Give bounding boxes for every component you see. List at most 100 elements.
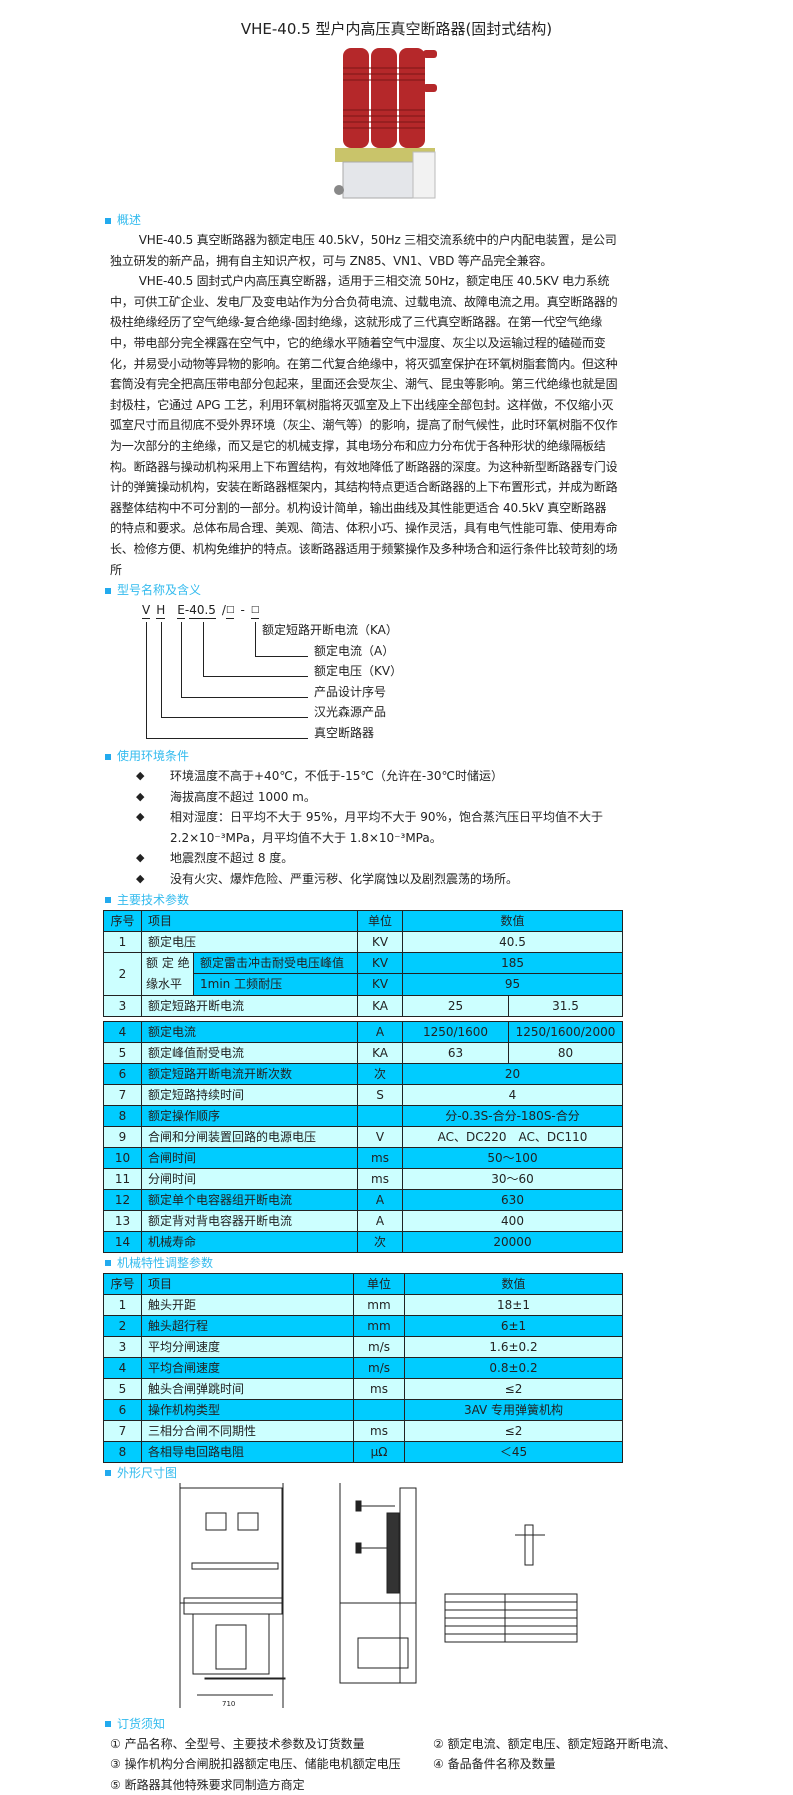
model-code-h: H bbox=[156, 603, 166, 620]
cell-no: 8 bbox=[103, 1440, 142, 1463]
cell-item: 触头合闸弹跳时间 bbox=[141, 1377, 354, 1400]
cell-unit: μΩ bbox=[353, 1440, 405, 1463]
model-code-slash: / bbox=[221, 603, 226, 618]
table-row: 3 平均分闸速度 m/s 1.6±0.2 bbox=[103, 1335, 623, 1358]
model-label-brand: 汉光森源产品 bbox=[314, 705, 387, 720]
table-row: 4 平均合闸速度 m/s 0.8±0.2 bbox=[103, 1356, 623, 1379]
cell-value: AC、DC220 AC、DC110 bbox=[402, 1125, 623, 1148]
cell-item: 机械寿命 bbox=[141, 1230, 358, 1253]
cell-item: 平均分闸速度 bbox=[141, 1335, 354, 1358]
header-unit: 单位 bbox=[357, 909, 404, 932]
connector-line bbox=[255, 656, 308, 658]
table-row: 10 合闸时间 ms 50～100 bbox=[103, 1146, 623, 1169]
cell-unit: A bbox=[357, 1209, 403, 1232]
cell-no: 8 bbox=[103, 1104, 142, 1127]
table-row: 7 三相分合闸不同期性 ms ≤2 bbox=[103, 1419, 623, 1442]
model-code-dash: - bbox=[240, 603, 245, 618]
cell-no: 12 bbox=[103, 1188, 142, 1211]
cell-item: 操作机构类型 bbox=[141, 1398, 354, 1421]
diamond-bullet-icon: ◆ bbox=[136, 789, 145, 803]
cell-item: 合闸时间 bbox=[141, 1146, 358, 1169]
cell-unit bbox=[357, 1104, 403, 1127]
connector-line bbox=[203, 676, 308, 678]
cell-value: 630 bbox=[402, 1188, 623, 1211]
connector-line bbox=[161, 622, 162, 719]
model-code-current: □ bbox=[225, 601, 235, 620]
front-view bbox=[179, 1482, 286, 1708]
dimension-drawing: 710 bbox=[179, 1482, 578, 1708]
table-row: 13 额定背对背电容器开断电流 A 400 bbox=[103, 1209, 623, 1232]
table-row: 1 额定电压 KV 40.5 bbox=[103, 930, 624, 953]
cell-value: 1.6±0.2 bbox=[404, 1335, 623, 1358]
model-label-vacuum: 真空断路器 bbox=[314, 726, 375, 741]
heading-text: 机械特性调整参数 bbox=[117, 1255, 214, 1270]
bullet-square-icon bbox=[105, 217, 111, 224]
cell-value: 6±1 bbox=[404, 1314, 623, 1337]
cell-value: 20000 bbox=[402, 1230, 623, 1253]
bullet-square-icon bbox=[105, 753, 111, 760]
cell-value: 50～100 bbox=[402, 1146, 623, 1169]
terminal-detail bbox=[515, 1524, 545, 1566]
bullet-square-icon bbox=[105, 1721, 111, 1728]
cell-unit: ms bbox=[357, 1167, 403, 1190]
cell-item: 三相分合闸不同期性 bbox=[141, 1419, 354, 1442]
cell-value: 20 bbox=[402, 1062, 623, 1085]
cell-unit: mm bbox=[353, 1293, 405, 1316]
table-row: 1 触头开距 mm 18±1 bbox=[103, 1293, 623, 1316]
environment-item: ◆ 海拔高度不超过 1000 m。 bbox=[136, 787, 620, 808]
table-header-row: 序号 项目 单位 数值 bbox=[103, 909, 624, 932]
insulator-poles bbox=[343, 48, 437, 148]
ordering-item: ③ 操作机构分合闸脱扣器额定电压、储能电机额定电压 bbox=[110, 1757, 401, 1772]
model-label-ka: 额定短路开断电流（KA） bbox=[262, 623, 398, 638]
bullet-square-icon bbox=[105, 1470, 111, 1477]
table-row: 2 触头超行程 mm 6±1 bbox=[103, 1314, 623, 1337]
cell-unit: 次 bbox=[357, 1062, 403, 1085]
table-row: 5 额定峰值耐受电流 KA 63 80 bbox=[103, 1041, 623, 1064]
table-row: 8 额定操作顺序 分-0.3S-合分-180S-合分 bbox=[103, 1104, 623, 1127]
heading-text: 使用环境条件 bbox=[117, 749, 190, 764]
cell-value: 18±1 bbox=[404, 1293, 623, 1316]
cell-unit: ms bbox=[353, 1377, 405, 1400]
connector-line bbox=[181, 697, 308, 699]
cell-value: 400 bbox=[402, 1209, 623, 1232]
table-header-row: 序号 项目 单位 数值 bbox=[103, 1272, 623, 1295]
cell-unit: m/s bbox=[353, 1335, 405, 1358]
model-code-diagram: V H E - 40.5 / □ - □ 额定短路开断电流（KA） 额定电流（A… bbox=[103, 600, 623, 746]
connector-line bbox=[146, 738, 308, 740]
cell-unit: V bbox=[357, 1125, 403, 1148]
model-code-v: V bbox=[142, 603, 151, 620]
cell-no: 13 bbox=[103, 1209, 142, 1232]
cell-unit: A bbox=[357, 1188, 403, 1211]
model-label-kv: 额定电压（KV） bbox=[314, 664, 403, 679]
cell-unit: ms bbox=[353, 1419, 405, 1442]
table-row: 5 触头合闸弹跳时间 ms ≤2 bbox=[103, 1377, 623, 1400]
cell-unit: m/s bbox=[353, 1356, 405, 1379]
section-heading-tech-params: 主要技术参数 bbox=[103, 890, 623, 910]
section-heading-dimensions: 外形尺寸图 bbox=[103, 1463, 623, 1483]
model-label-a: 额定电流（A） bbox=[314, 644, 395, 659]
mech-params-table: 序号 项目 单位 数值 1 触头开距 mm 18±1 2 触头超行程 mm 6±1 3 平均分闸速度 m/… bbox=[103, 1272, 623, 1463]
connector-line bbox=[181, 622, 182, 699]
model-code: V H E - 40.5 / □ - □ bbox=[142, 601, 260, 620]
cell-no: 7 bbox=[103, 1419, 142, 1442]
bullet-square-icon bbox=[105, 587, 111, 594]
table-row: 4 额定电流 A 1250/1600 1250/1600/2000 bbox=[103, 1020, 623, 1043]
cell-no: 7 bbox=[103, 1083, 142, 1106]
spec-table-drawing bbox=[444, 1593, 578, 1643]
environment-item: ◆ 相对湿度：日平均不大于 95%，月平均不大于 90%，饱合蒸汽压日平均值不大于… bbox=[136, 807, 620, 848]
diamond-bullet-icon: ◆ bbox=[136, 810, 145, 824]
cell-item: 触头开距 bbox=[141, 1293, 354, 1316]
section-heading-environment: 使用环境条件 bbox=[103, 746, 623, 766]
table-row: 6 操作机构类型 3AV 专用弹簧机构 bbox=[103, 1398, 623, 1421]
environment-item: ◆ 地震烈度不超过 8 度。 bbox=[136, 848, 620, 869]
cell-value: ＜45 bbox=[404, 1440, 623, 1463]
table-row: 11 分闸时间 ms 30～60 bbox=[103, 1167, 623, 1190]
cell-value: ≤2 bbox=[404, 1377, 623, 1400]
cell-unit: S bbox=[357, 1083, 403, 1106]
connector-line bbox=[146, 622, 147, 740]
cell-item: 额定单个电容器组开断电流 bbox=[141, 1188, 358, 1211]
cell-no: 14 bbox=[103, 1230, 142, 1253]
section-heading-mech-params: 机械特性调整参数 bbox=[103, 1253, 623, 1273]
environment-item: ◆ 环境温度不高于+40℃，不低于-15℃（允许在-30℃时储运） bbox=[136, 766, 620, 787]
cell-item: 额定操作顺序 bbox=[141, 1104, 358, 1127]
